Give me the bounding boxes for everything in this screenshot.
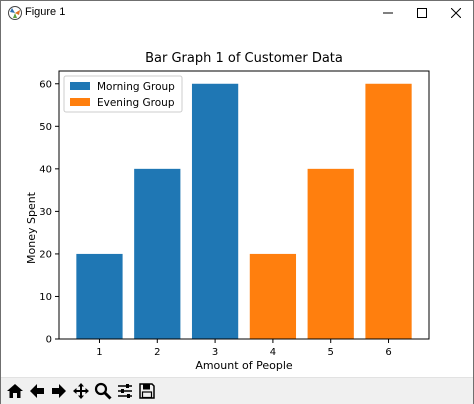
zoom-button[interactable] bbox=[93, 381, 113, 401]
bars-group bbox=[76, 83, 412, 339]
y-tick-label: 60 bbox=[39, 79, 52, 90]
configure-subplots-icon bbox=[118, 384, 132, 398]
plot-canvas[interactable]: Bar Graph 1 of Customer Data Amount of P… bbox=[1, 25, 473, 377]
x-tick-label: 5 bbox=[328, 347, 334, 358]
y-tick-label: 10 bbox=[39, 292, 52, 303]
x-tick-label: 6 bbox=[385, 347, 391, 358]
bar-chart: Bar Graph 1 of Customer Data Amount of P… bbox=[25, 51, 430, 372]
close-icon bbox=[451, 8, 461, 18]
y-tick-label: 0 bbox=[46, 335, 52, 346]
zoom-icon bbox=[94, 382, 112, 400]
window-title: Figure 1 bbox=[25, 6, 66, 18]
minimize-button[interactable] bbox=[371, 1, 405, 25]
y-tick-label: 20 bbox=[39, 249, 52, 260]
legend: Morning Group Evening Group bbox=[63, 75, 183, 113]
y-tick-label: 30 bbox=[39, 207, 52, 218]
forward-button[interactable] bbox=[49, 381, 69, 401]
minimize-icon bbox=[383, 12, 393, 14]
forward-icon bbox=[52, 384, 66, 398]
y-axis-label: Money Spent bbox=[25, 191, 38, 264]
bar-morning-1 bbox=[76, 253, 123, 339]
close-button[interactable] bbox=[439, 1, 473, 25]
matplotlib-logo-icon bbox=[7, 5, 23, 21]
x-tick-label: 4 bbox=[270, 347, 276, 358]
legend-swatch bbox=[70, 82, 90, 90]
maximize-button[interactable] bbox=[405, 1, 439, 25]
save-icon bbox=[139, 383, 155, 399]
x-axis-label: Amount of People bbox=[195, 359, 293, 372]
save-button[interactable] bbox=[137, 381, 157, 401]
bar-evening-5 bbox=[307, 168, 354, 339]
home-icon bbox=[7, 384, 23, 398]
title-bar[interactable]: Figure 1 bbox=[1, 1, 473, 25]
legend-label: Morning Group bbox=[97, 81, 175, 93]
x-tick-label: 1 bbox=[96, 347, 102, 358]
x-tick-label: 2 bbox=[154, 347, 160, 358]
chart-title: Bar Graph 1 of Customer Data bbox=[145, 51, 343, 66]
home-button[interactable] bbox=[5, 381, 25, 401]
axes-frame bbox=[58, 70, 430, 340]
bar-evening-6 bbox=[365, 83, 412, 339]
pan-button[interactable] bbox=[71, 381, 91, 401]
legend-box bbox=[63, 75, 183, 113]
navigation-toolbar bbox=[1, 377, 473, 404]
legend-label: Evening Group bbox=[97, 97, 175, 109]
bar-morning-3 bbox=[191, 83, 239, 339]
y-ticks-group: 0 10 20 30 40 50 60 bbox=[39, 79, 59, 346]
y-tick-label: 40 bbox=[39, 164, 52, 175]
back-button[interactable] bbox=[27, 381, 47, 401]
y-tick-label: 50 bbox=[39, 122, 52, 133]
maximize-icon bbox=[417, 8, 427, 18]
pan-icon bbox=[73, 383, 89, 399]
back-icon bbox=[30, 384, 44, 398]
x-tick-label: 3 bbox=[212, 347, 218, 358]
bar-morning-2 bbox=[134, 168, 181, 339]
configure-subplots-button[interactable] bbox=[115, 381, 135, 401]
bar-evening-4 bbox=[249, 253, 297, 339]
legend-swatch bbox=[70, 98, 90, 106]
x-ticks-group: 1 2 3 4 5 6 bbox=[96, 339, 392, 358]
